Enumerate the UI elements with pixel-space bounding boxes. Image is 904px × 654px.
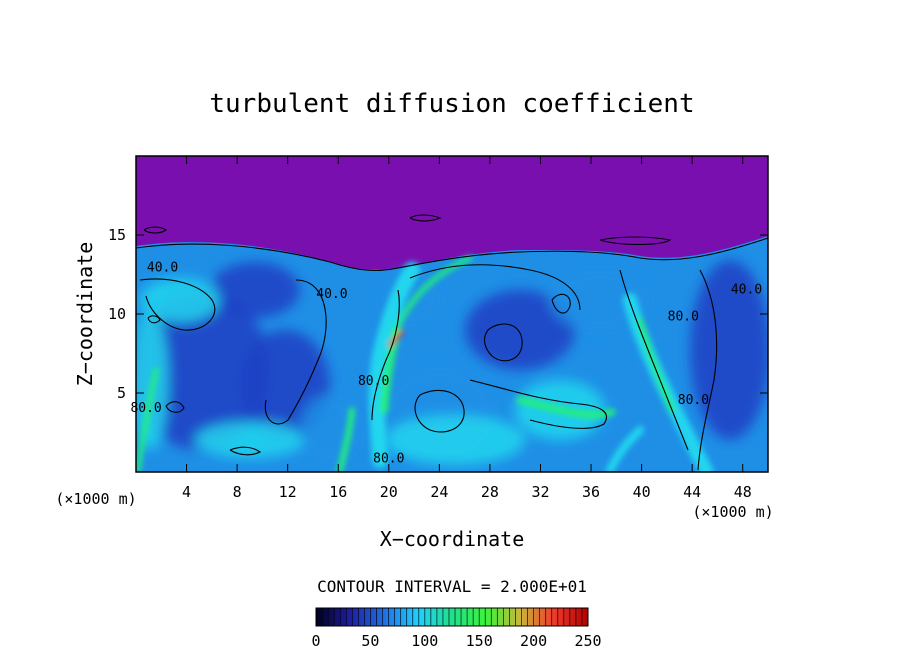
field-region-11 <box>136 310 168 450</box>
field-band-9 <box>388 330 404 347</box>
x-tick-label-6: 28 <box>481 483 499 501</box>
x-axis-label: X−coordinate <box>380 527 525 551</box>
field-band-7 <box>136 367 159 472</box>
x-tick-label-9: 40 <box>633 483 651 501</box>
contour-label-4: 80.0 <box>130 401 161 416</box>
contour-interval: CONTOUR INTERVAL = 2.000E+01 <box>317 577 587 596</box>
z-tick-label-1: 10 <box>108 305 126 323</box>
contour-line-15 <box>409 214 442 222</box>
x-tick-label-10: 44 <box>683 483 701 501</box>
contour-label-6: 80.0 <box>668 309 699 324</box>
contour-line-14 <box>147 315 161 324</box>
contour-line-5 <box>409 264 581 311</box>
z-unit-label: (×1000 m) <box>55 490 136 508</box>
contour-line-10 <box>697 269 718 471</box>
contour-line-3 <box>264 279 327 425</box>
field-region-4 <box>465 290 575 370</box>
contour-label-2: 80.0 <box>358 374 389 389</box>
field-plot <box>136 156 768 472</box>
field-region-2 <box>210 262 300 318</box>
colorbar-tick-label-5: 250 <box>574 632 601 650</box>
z-tick-label-0: 5 <box>117 384 126 402</box>
x-tick-label-8: 36 <box>582 483 600 501</box>
contour-label-5: 40.0 <box>731 282 762 297</box>
x-unit-label: (×1000 m) <box>692 503 773 521</box>
colorbar-tick-label-1: 50 <box>361 632 379 650</box>
field-region-6 <box>690 260 768 440</box>
x-tick-label-4: 20 <box>380 483 398 501</box>
colorbar-tick-label-0: 0 <box>311 632 320 650</box>
field-band-0 <box>368 262 420 468</box>
x-tick-label-0: 4 <box>182 483 191 501</box>
z-axis-label: Z−coordinate <box>73 242 97 387</box>
x-tick-label-5: 24 <box>430 483 448 501</box>
field-band-6 <box>337 407 355 472</box>
contour-line-7 <box>414 390 465 433</box>
contour-line-9 <box>619 269 689 451</box>
colorbar-tick-label-4: 200 <box>520 632 547 650</box>
contour-line-1 <box>397 237 768 269</box>
contour-label-1: 40.0 <box>316 287 347 302</box>
x-tick-label-2: 12 <box>279 483 297 501</box>
contour-line-13 <box>551 293 571 314</box>
x-tick-label-1: 8 <box>233 483 242 501</box>
contour-label-3: 80.0 <box>373 452 404 467</box>
contour-label-7: 80.0 <box>678 393 709 408</box>
x-tick-label-7: 32 <box>531 483 549 501</box>
contour-label-0: 40.0 <box>147 260 178 275</box>
contour-line-11 <box>229 446 262 456</box>
colorbar: 0 50 100 150 200 250 <box>311 607 602 650</box>
field-band-3 <box>623 293 713 472</box>
field-region-5 <box>550 270 650 330</box>
contour-line-17 <box>599 236 672 245</box>
field-band-8 <box>606 426 644 472</box>
contour-line-8 <box>469 379 607 429</box>
z-tick-label-2: 15 <box>108 226 126 244</box>
chart-title: turbulent diffusion coefficient <box>209 89 694 119</box>
contour-line-6 <box>483 323 523 362</box>
contour-line-12 <box>165 401 185 413</box>
contour-line-16 <box>143 226 167 234</box>
contour-line-2 <box>139 278 216 331</box>
x-tick-label-3: 16 <box>329 483 347 501</box>
contour-line-4 <box>371 289 400 421</box>
colorbar-tick-label-3: 150 <box>466 632 493 650</box>
field-region-10 <box>195 422 305 458</box>
contour-line-0 <box>136 243 399 271</box>
x-tick-label-11: 48 <box>734 483 752 501</box>
field-region-8 <box>385 415 525 465</box>
field-band-2 <box>393 255 473 333</box>
colorbar-gradient <box>315 607 589 627</box>
colorbar-tick-label-2: 100 <box>411 632 438 650</box>
